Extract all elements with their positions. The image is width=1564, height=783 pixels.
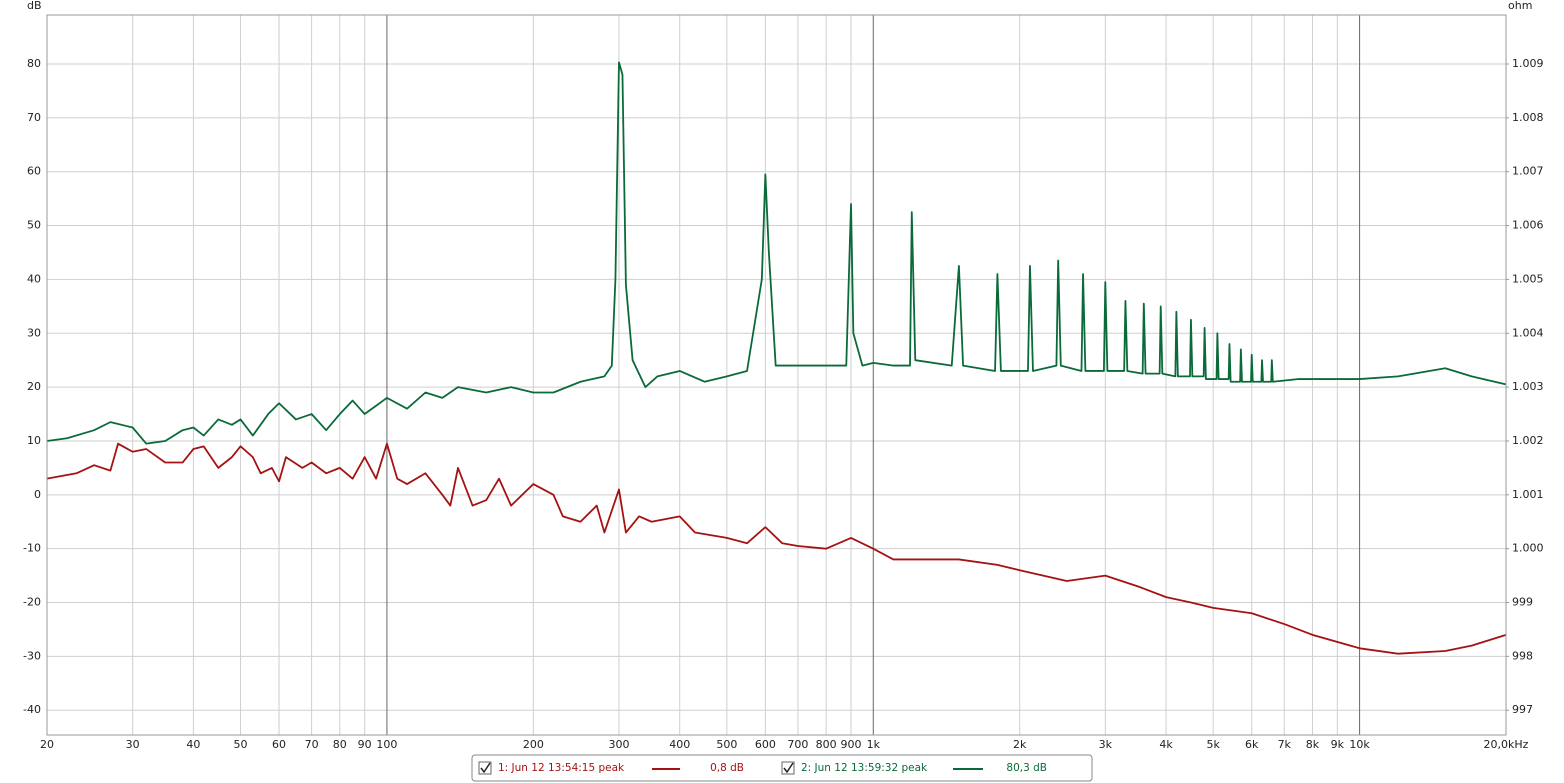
y-tick-label: -40 (23, 703, 41, 716)
legend-label: 1: Jun 12 13:54:15 peak (498, 762, 625, 774)
x-tick-label: 100 (376, 738, 397, 751)
x-tick-label: 60 (272, 738, 286, 751)
plot (46, 61, 1507, 655)
x-tick-label: 4k (1159, 738, 1173, 751)
y-tick-label: 80 (27, 57, 41, 70)
y-tick-label: 0 (34, 488, 41, 501)
y-tick-label: -10 (23, 542, 41, 555)
x-tick-label: 5k (1207, 738, 1221, 751)
x-tick-label: 10k (1349, 738, 1370, 751)
y-tick-label: 50 (27, 219, 41, 232)
x-tick-label: 200 (523, 738, 544, 751)
y-tick-label: -30 (23, 649, 41, 662)
data-line (46, 442, 1507, 655)
y-tick-label: -20 (23, 596, 41, 609)
x-tick-label: 30 (126, 738, 140, 751)
legend: 1: Jun 12 13:54:15 peak 0,8 dB 2: Jun 12… (471, 754, 1093, 782)
x-tick-label: 500 (716, 738, 737, 751)
y2-tick-label: 1.008 (1512, 111, 1544, 124)
y2-tick-label: 1.005 (1512, 272, 1544, 285)
legend-value: 80,3 dB (1006, 762, 1047, 774)
x-tick-label: 40 (186, 738, 200, 751)
x-tick-label: 800 (816, 738, 837, 751)
x-tick-label: 300 (608, 738, 629, 751)
x-tick-label: 700 (787, 738, 808, 751)
y-tick-label: 60 (27, 165, 41, 178)
y2-tick-label: 1.004 (1512, 326, 1544, 339)
check-mark (783, 762, 794, 774)
x-tick-label: 7k (1278, 738, 1292, 751)
x-tick-label: 20,0kHz (1484, 738, 1529, 751)
x-tick-label: 3k (1099, 738, 1113, 751)
x-tick-label: 2k (1013, 738, 1027, 751)
legend-label: 2: Jun 12 13:59:32 peak (801, 762, 928, 774)
y-tick-label: 10 (27, 434, 41, 447)
x-tick-label: 6k (1245, 738, 1259, 751)
x-tick-label: 20 (40, 738, 54, 751)
legend-value: 0,8 dB (710, 762, 744, 774)
plot-frame (46, 14, 1507, 736)
x-tick-label: 90 (358, 738, 372, 751)
y2-tick-label: 1.002 (1512, 434, 1544, 447)
x-tick-label: 80 (333, 738, 347, 751)
x-tick-label: 900 (841, 738, 862, 751)
y2-tick-label: 1.007 (1512, 165, 1544, 178)
x-tick-label: 600 (755, 738, 776, 751)
y-tick-label: 70 (27, 111, 41, 124)
x-tick-label: 8k (1306, 738, 1320, 751)
y-tick-label: 40 (27, 272, 41, 285)
x-tick-label: 9k (1331, 738, 1345, 751)
data-line (46, 61, 1507, 445)
y2-tick-label: 997 (1512, 703, 1533, 716)
y2-tick-label: 1.006 (1512, 219, 1544, 232)
y2-tick-label: 1.009 (1512, 57, 1544, 70)
y2-tick-label: 999 (1512, 596, 1533, 609)
y2-tick-label: 1.000 (1512, 542, 1544, 555)
y-tick-label: 20 (27, 380, 41, 393)
x-tick-label: 1k (867, 738, 881, 751)
x-tick-label: 70 (305, 738, 319, 751)
x-tick-label: 50 (234, 738, 248, 751)
grid (46, 15, 1509, 735)
y2-axis-label: ohm (1508, 0, 1532, 12)
y2-tick-label: 998 (1512, 649, 1533, 662)
x-tick-label: 400 (669, 738, 690, 751)
y2-tick-label: 1.003 (1512, 380, 1544, 393)
check-mark (480, 762, 491, 774)
y2-tick-label: 1.001 (1512, 488, 1544, 501)
y-tick-label: 30 (27, 326, 41, 339)
y-axis-label: dB (27, 0, 42, 12)
